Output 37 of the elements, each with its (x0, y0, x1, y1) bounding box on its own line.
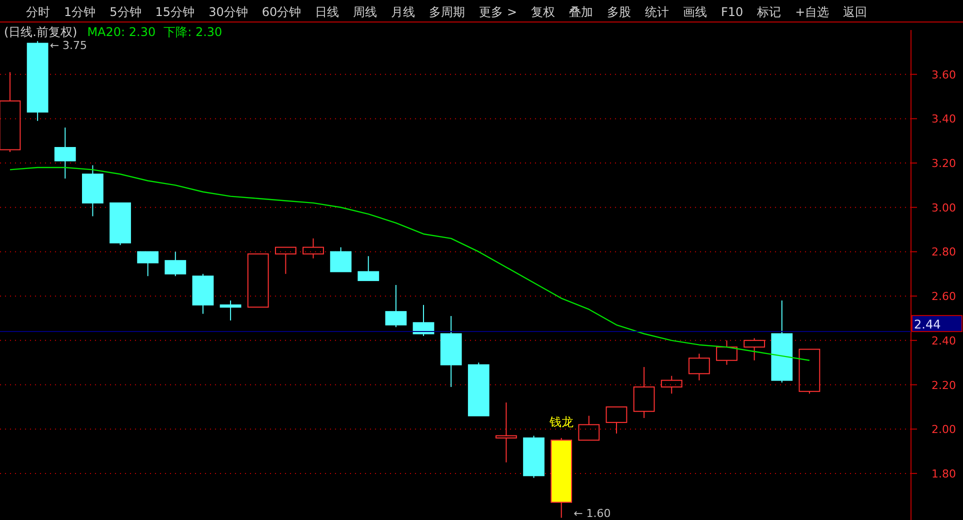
y-tick-label: 3.00 (932, 201, 956, 214)
y-tick-label: 2.80 (932, 246, 956, 259)
text: 15分钟 (155, 5, 195, 19)
text: 复权 (531, 5, 555, 19)
annotation: ← 3.75 (50, 39, 88, 52)
text: 多股 (607, 5, 631, 19)
y-tick-label: 3.60 (932, 68, 956, 82)
y-tick-label: 1.80 (932, 467, 956, 480)
text: 叠加 (569, 5, 593, 19)
text: 标记 (756, 5, 782, 19)
text: 30分钟 (208, 5, 248, 19)
annotation: 钱龙 (548, 414, 574, 429)
annotation: ← 1.60 (574, 506, 611, 520)
text: 周线 (353, 5, 378, 19)
text: 5分钟 (110, 5, 142, 19)
ref-line-label: 2.44 (914, 318, 941, 332)
text: 分时 (26, 5, 50, 19)
y-tick-label: 3.40 (932, 112, 956, 126)
text: 统计 (645, 5, 669, 19)
text: 月线 (391, 5, 416, 19)
text: 60分钟 (262, 5, 302, 19)
y-tick-label: 2.60 (932, 290, 956, 304)
text: F10 (721, 5, 744, 19)
text: 返回 (843, 5, 868, 19)
text: MA20: 2.30 (87, 25, 156, 39)
y-tick-label: 3.20 (932, 157, 956, 170)
chart-title: (日线.前复权) (4, 25, 78, 39)
chart-subtitle: 下降: 2.30 (164, 25, 222, 39)
y-tick-label: 2.20 (932, 378, 956, 392)
text: 多周期 (429, 5, 466, 19)
text: 日线 (315, 5, 340, 19)
text: +自选 (795, 5, 830, 19)
y-tick-label: 2.40 (932, 334, 956, 348)
text: 1分钟 (64, 5, 96, 19)
text: 更多 > (479, 5, 517, 19)
text: 画线 (683, 5, 707, 19)
y-tick-label: 2.00 (932, 423, 956, 436)
